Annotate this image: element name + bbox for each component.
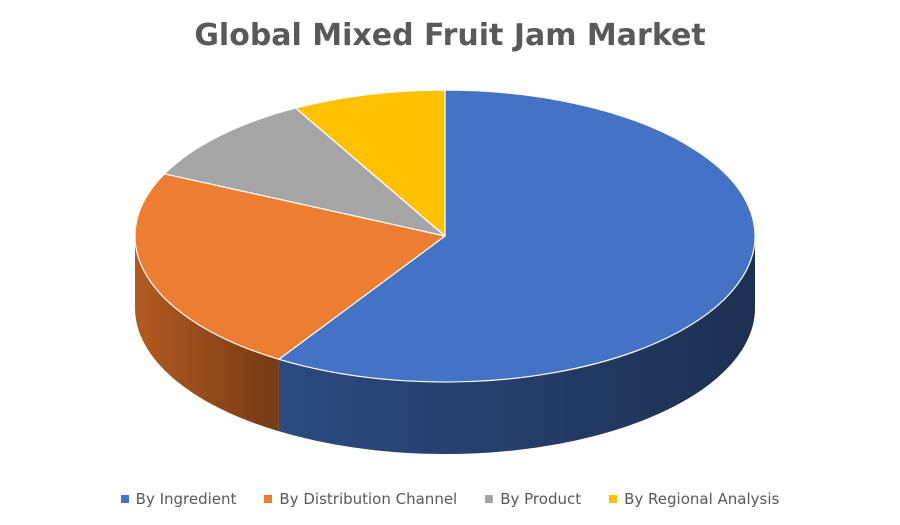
pie-side-shade-by-ingredient	[278, 236, 755, 454]
chart-title: Global Mixed Fruit Jam Market	[194, 18, 706, 53]
legend-swatch	[485, 495, 494, 503]
legend-item-by-ingredient: By Ingredient	[120, 490, 237, 508]
legend-label: By Distribution Channel	[279, 490, 458, 508]
legend-swatch	[609, 495, 618, 503]
pie-slice-by-regional-analysis	[295, 89, 446, 237]
pie-slice-by-ingredient	[278, 89, 756, 383]
legend-swatch	[120, 495, 129, 503]
pie-tops	[134, 89, 756, 383]
legend: By Ingredient By Distribution Channel By P…	[0, 490, 900, 508]
legend-item-by-distribution-channel: By Distribution Channel	[264, 490, 457, 508]
legend-label: By Product	[500, 490, 582, 508]
legend-item-by-regional-analysis: By Regional Analysis	[609, 490, 779, 508]
legend-label: By Regional Analysis	[624, 490, 780, 508]
legend-label: By Ingredient	[135, 490, 237, 508]
pie-slice-by-product	[163, 107, 446, 237]
pie-slice-by-distribution-channel	[134, 173, 446, 360]
pie-side-shade-by-distribution-channel	[135, 236, 279, 432]
pie-sides	[135, 236, 755, 454]
legend-item-by-product: By Product	[485, 490, 581, 508]
legend-swatch	[264, 495, 273, 503]
